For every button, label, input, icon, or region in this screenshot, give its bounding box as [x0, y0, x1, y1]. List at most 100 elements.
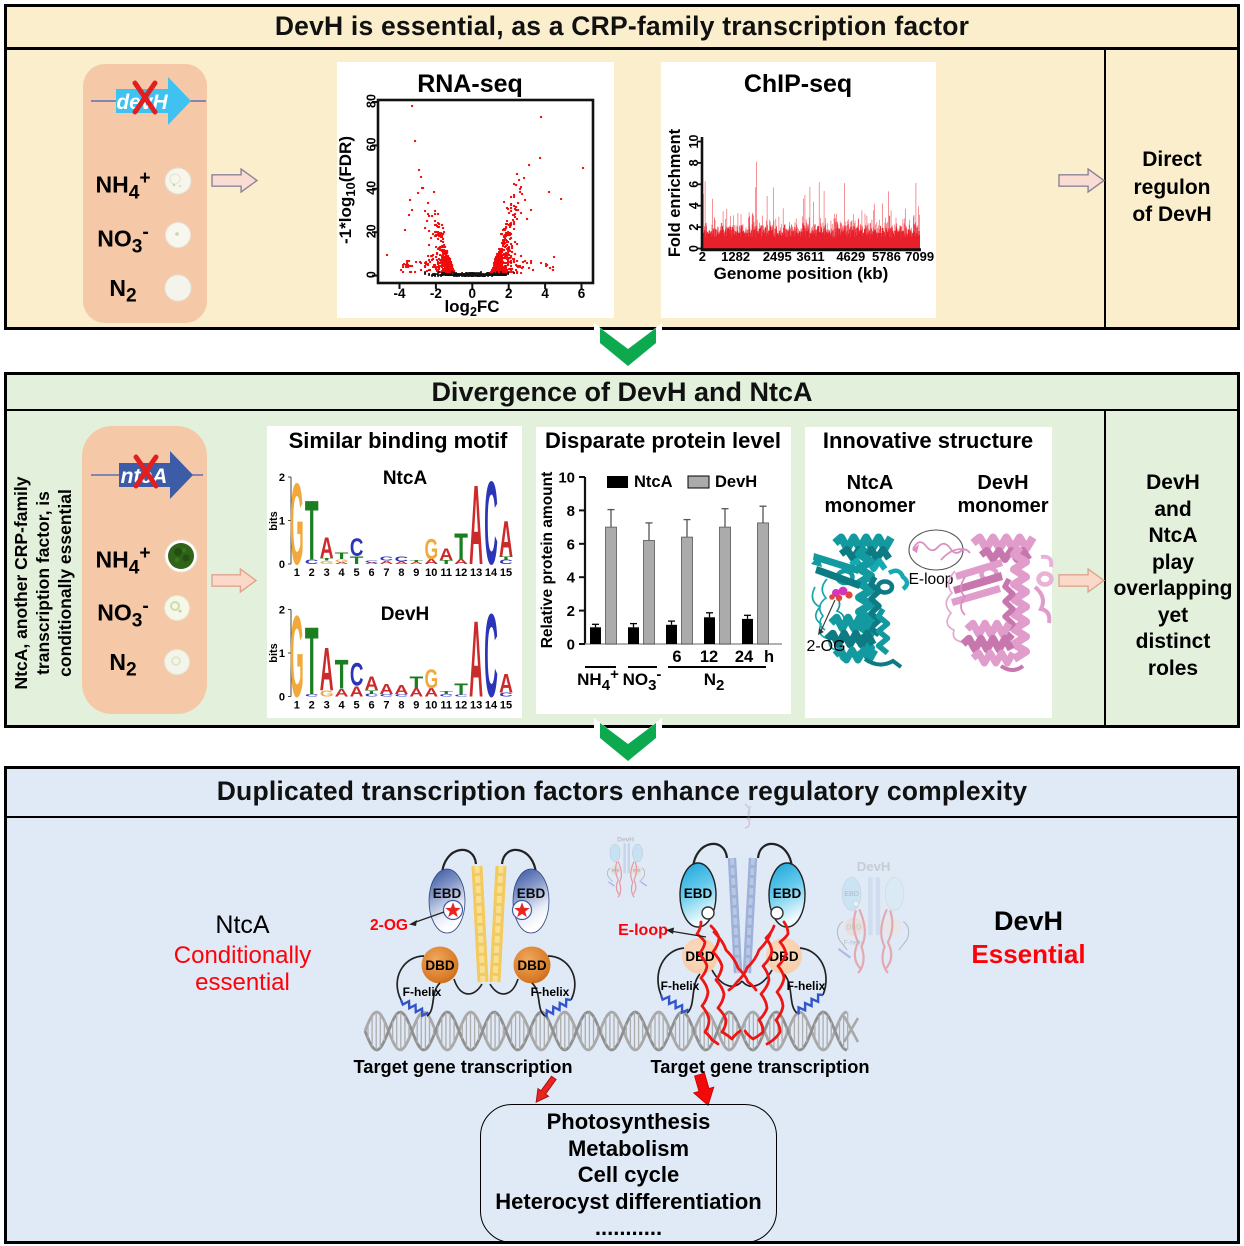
svg-text:A: A	[469, 598, 483, 721]
svg-text:13: 13	[470, 700, 482, 712]
svg-text:F-helix: F-helix	[531, 985, 570, 999]
svg-text:15: 15	[500, 567, 512, 579]
svg-text:4: 4	[339, 567, 346, 579]
svg-text:NtcA: NtcA	[383, 468, 428, 489]
svg-text:C: C	[395, 555, 409, 564]
svg-text:-2: -2	[430, 286, 442, 301]
svg-text:40: 40	[364, 181, 378, 195]
svg-text:8: 8	[567, 503, 575, 520]
svg-text:EBD: EBD	[684, 886, 713, 901]
svg-text:A: A	[379, 560, 393, 565]
svg-text:EBD: EBD	[517, 886, 546, 901]
svg-text:1: 1	[294, 700, 300, 712]
svg-text:2: 2	[279, 472, 285, 484]
svg-text:C: C	[350, 656, 364, 693]
svg-text:bits: bits	[268, 511, 280, 531]
svg-text:A: A	[335, 561, 349, 564]
svg-text:DBD: DBD	[517, 958, 546, 973]
svg-text:2: 2	[309, 567, 315, 579]
svg-text:F-helix: F-helix	[844, 940, 864, 947]
svg-text:C: C	[439, 693, 453, 697]
svg-text:8: 8	[687, 159, 701, 166]
svg-text:EBD: EBD	[433, 886, 462, 901]
svg-text:E-loop: E-loop	[618, 922, 668, 939]
svg-text:2: 2	[309, 700, 315, 712]
svg-text:T: T	[335, 653, 349, 699]
svg-text:3: 3	[324, 567, 330, 579]
svg-text:log2FC: log2FC	[444, 297, 499, 319]
svg-text:DevH: DevH	[617, 837, 634, 844]
svg-text:14: 14	[485, 567, 498, 579]
svg-text:DBD: DBD	[846, 924, 861, 932]
svg-text:NO3-: NO3-	[623, 666, 662, 694]
svg-text:A: A	[454, 558, 469, 566]
svg-text:1: 1	[294, 567, 300, 579]
svg-text:7: 7	[383, 700, 389, 712]
svg-text:6: 6	[672, 648, 681, 666]
svg-text:T: T	[454, 681, 468, 698]
svg-text:11: 11	[440, 700, 452, 712]
svg-text:10: 10	[687, 135, 701, 149]
svg-text:3: 3	[324, 700, 330, 712]
svg-text:G: G	[320, 560, 334, 566]
svg-text:2495: 2495	[763, 249, 792, 264]
svg-text:EBD: EBD	[844, 890, 859, 898]
svg-text:6: 6	[368, 567, 374, 579]
svg-text:Disparate protein level: Disparate protein level	[545, 428, 781, 453]
svg-text:T: T	[439, 690, 453, 695]
svg-text:6: 6	[578, 286, 586, 301]
svg-text:Target gene transcription: Target gene transcription	[353, 1056, 572, 1077]
svg-text:5: 5	[354, 700, 360, 712]
svg-text:T: T	[335, 550, 349, 561]
svg-text:E-loop: E-loop	[909, 571, 954, 588]
svg-text:Fold enrichment: Fold enrichment	[666, 128, 684, 257]
svg-text:0: 0	[364, 271, 378, 278]
svg-text:A: A	[409, 561, 423, 564]
svg-text:T: T	[305, 485, 319, 579]
svg-text:1282: 1282	[721, 249, 750, 264]
svg-text:2: 2	[567, 603, 575, 620]
svg-text:2: 2	[279, 605, 285, 617]
svg-text:G: G	[335, 559, 349, 563]
svg-text:0: 0	[469, 286, 477, 301]
svg-text:C: C	[380, 555, 394, 561]
svg-text:A: A	[320, 532, 334, 565]
svg-text:G: G	[424, 535, 438, 566]
svg-text:6: 6	[687, 181, 701, 188]
svg-text:1: 1	[279, 516, 285, 528]
svg-text:1: 1	[279, 648, 285, 660]
svg-text:3611: 3611	[796, 249, 824, 264]
svg-text:7099: 7099	[905, 249, 934, 264]
svg-text:DevH: DevH	[857, 859, 891, 874]
svg-text:8: 8	[398, 567, 404, 579]
svg-text:G: G	[290, 592, 304, 722]
svg-text:G: G	[320, 689, 334, 698]
svg-text:C: C	[365, 560, 379, 563]
svg-text:2: 2	[687, 224, 701, 231]
svg-text:RNA-seq: RNA-seq	[417, 70, 523, 98]
svg-text:60: 60	[364, 137, 378, 151]
svg-text:ChIP-seq: ChIP-seq	[744, 70, 852, 98]
svg-text:-1*log10(FDR): -1*log10(FDR)	[336, 136, 358, 244]
svg-text:5786: 5786	[872, 249, 901, 264]
svg-text:A: A	[424, 558, 439, 566]
svg-text:h: h	[764, 648, 774, 666]
svg-text:Relative protein amount: Relative protein amount	[539, 472, 556, 649]
svg-text:A: A	[320, 635, 334, 704]
svg-text:Genome position (kb): Genome position (kb)	[714, 264, 889, 283]
svg-text:C: C	[365, 693, 379, 698]
svg-text:2-OG: 2-OG	[370, 917, 408, 934]
svg-text:monomer: monomer	[957, 495, 1048, 517]
svg-text:NtcA: NtcA	[634, 473, 673, 491]
svg-text:Similar binding motif: Similar binding motif	[289, 428, 508, 453]
svg-text:T: T	[409, 673, 423, 692]
svg-text:A: A	[365, 673, 379, 695]
svg-text:10: 10	[558, 470, 575, 487]
svg-text:DBD: DBD	[612, 869, 620, 873]
svg-text:monomer: monomer	[824, 495, 915, 517]
svg-text:G: G	[424, 663, 438, 694]
svg-text:DBD: DBD	[425, 958, 454, 973]
svg-text:C: C	[454, 694, 468, 697]
svg-text:8: 8	[398, 700, 404, 712]
svg-text:A: A	[365, 562, 379, 565]
